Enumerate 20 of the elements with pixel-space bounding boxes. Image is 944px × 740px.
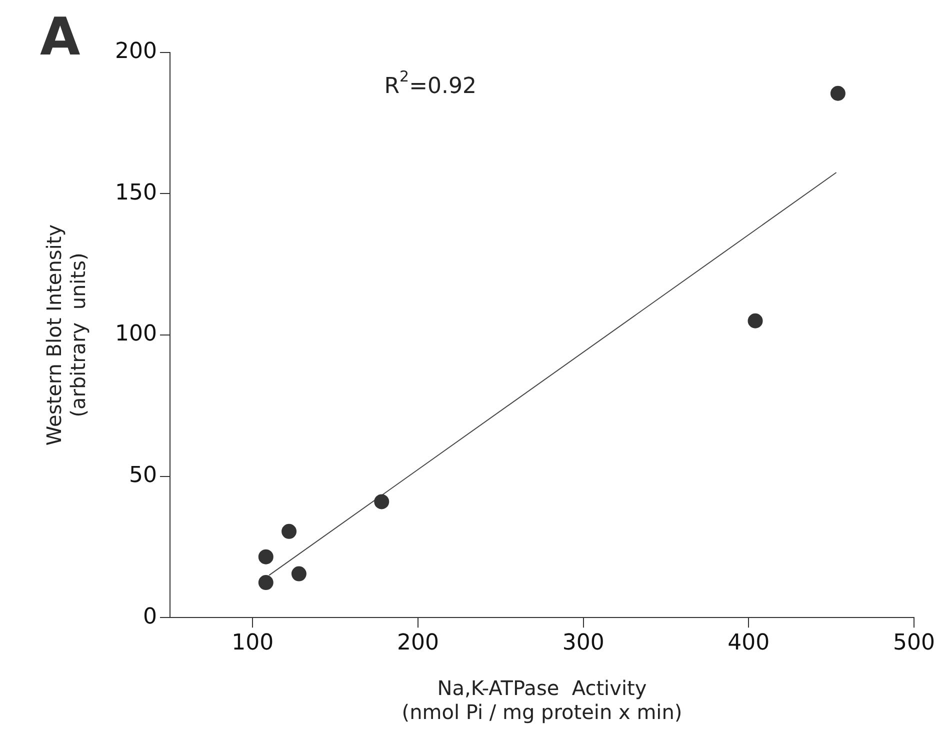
point (282, 524, 297, 539)
y-tick-label: 200 (114, 39, 157, 64)
chart-title: A (40, 8, 80, 68)
x-tick-label: 400 (728, 630, 770, 656)
point (291, 566, 306, 582)
point (748, 313, 763, 328)
y-axis-title: Western Blot Intensity (arbitrary units) (42, 224, 90, 446)
x-tick-label: 200 (396, 630, 439, 656)
x-axis-title: Na,K-ATPase Activity (nmol Pi / mg protein x min) (402, 676, 682, 724)
point (258, 549, 274, 564)
x-tick-label: 300 (562, 630, 604, 656)
x-tick-label: 500 (893, 630, 935, 656)
y-tick-label: 50 (128, 463, 157, 488)
y-tick-label: 150 (114, 180, 157, 206)
point (258, 575, 274, 590)
point (374, 494, 390, 510)
y-tick-label: 100 (114, 322, 157, 347)
point (830, 86, 846, 101)
x-tick-label: 100 (232, 630, 274, 656)
y-tick-label: 0 (142, 604, 157, 630)
